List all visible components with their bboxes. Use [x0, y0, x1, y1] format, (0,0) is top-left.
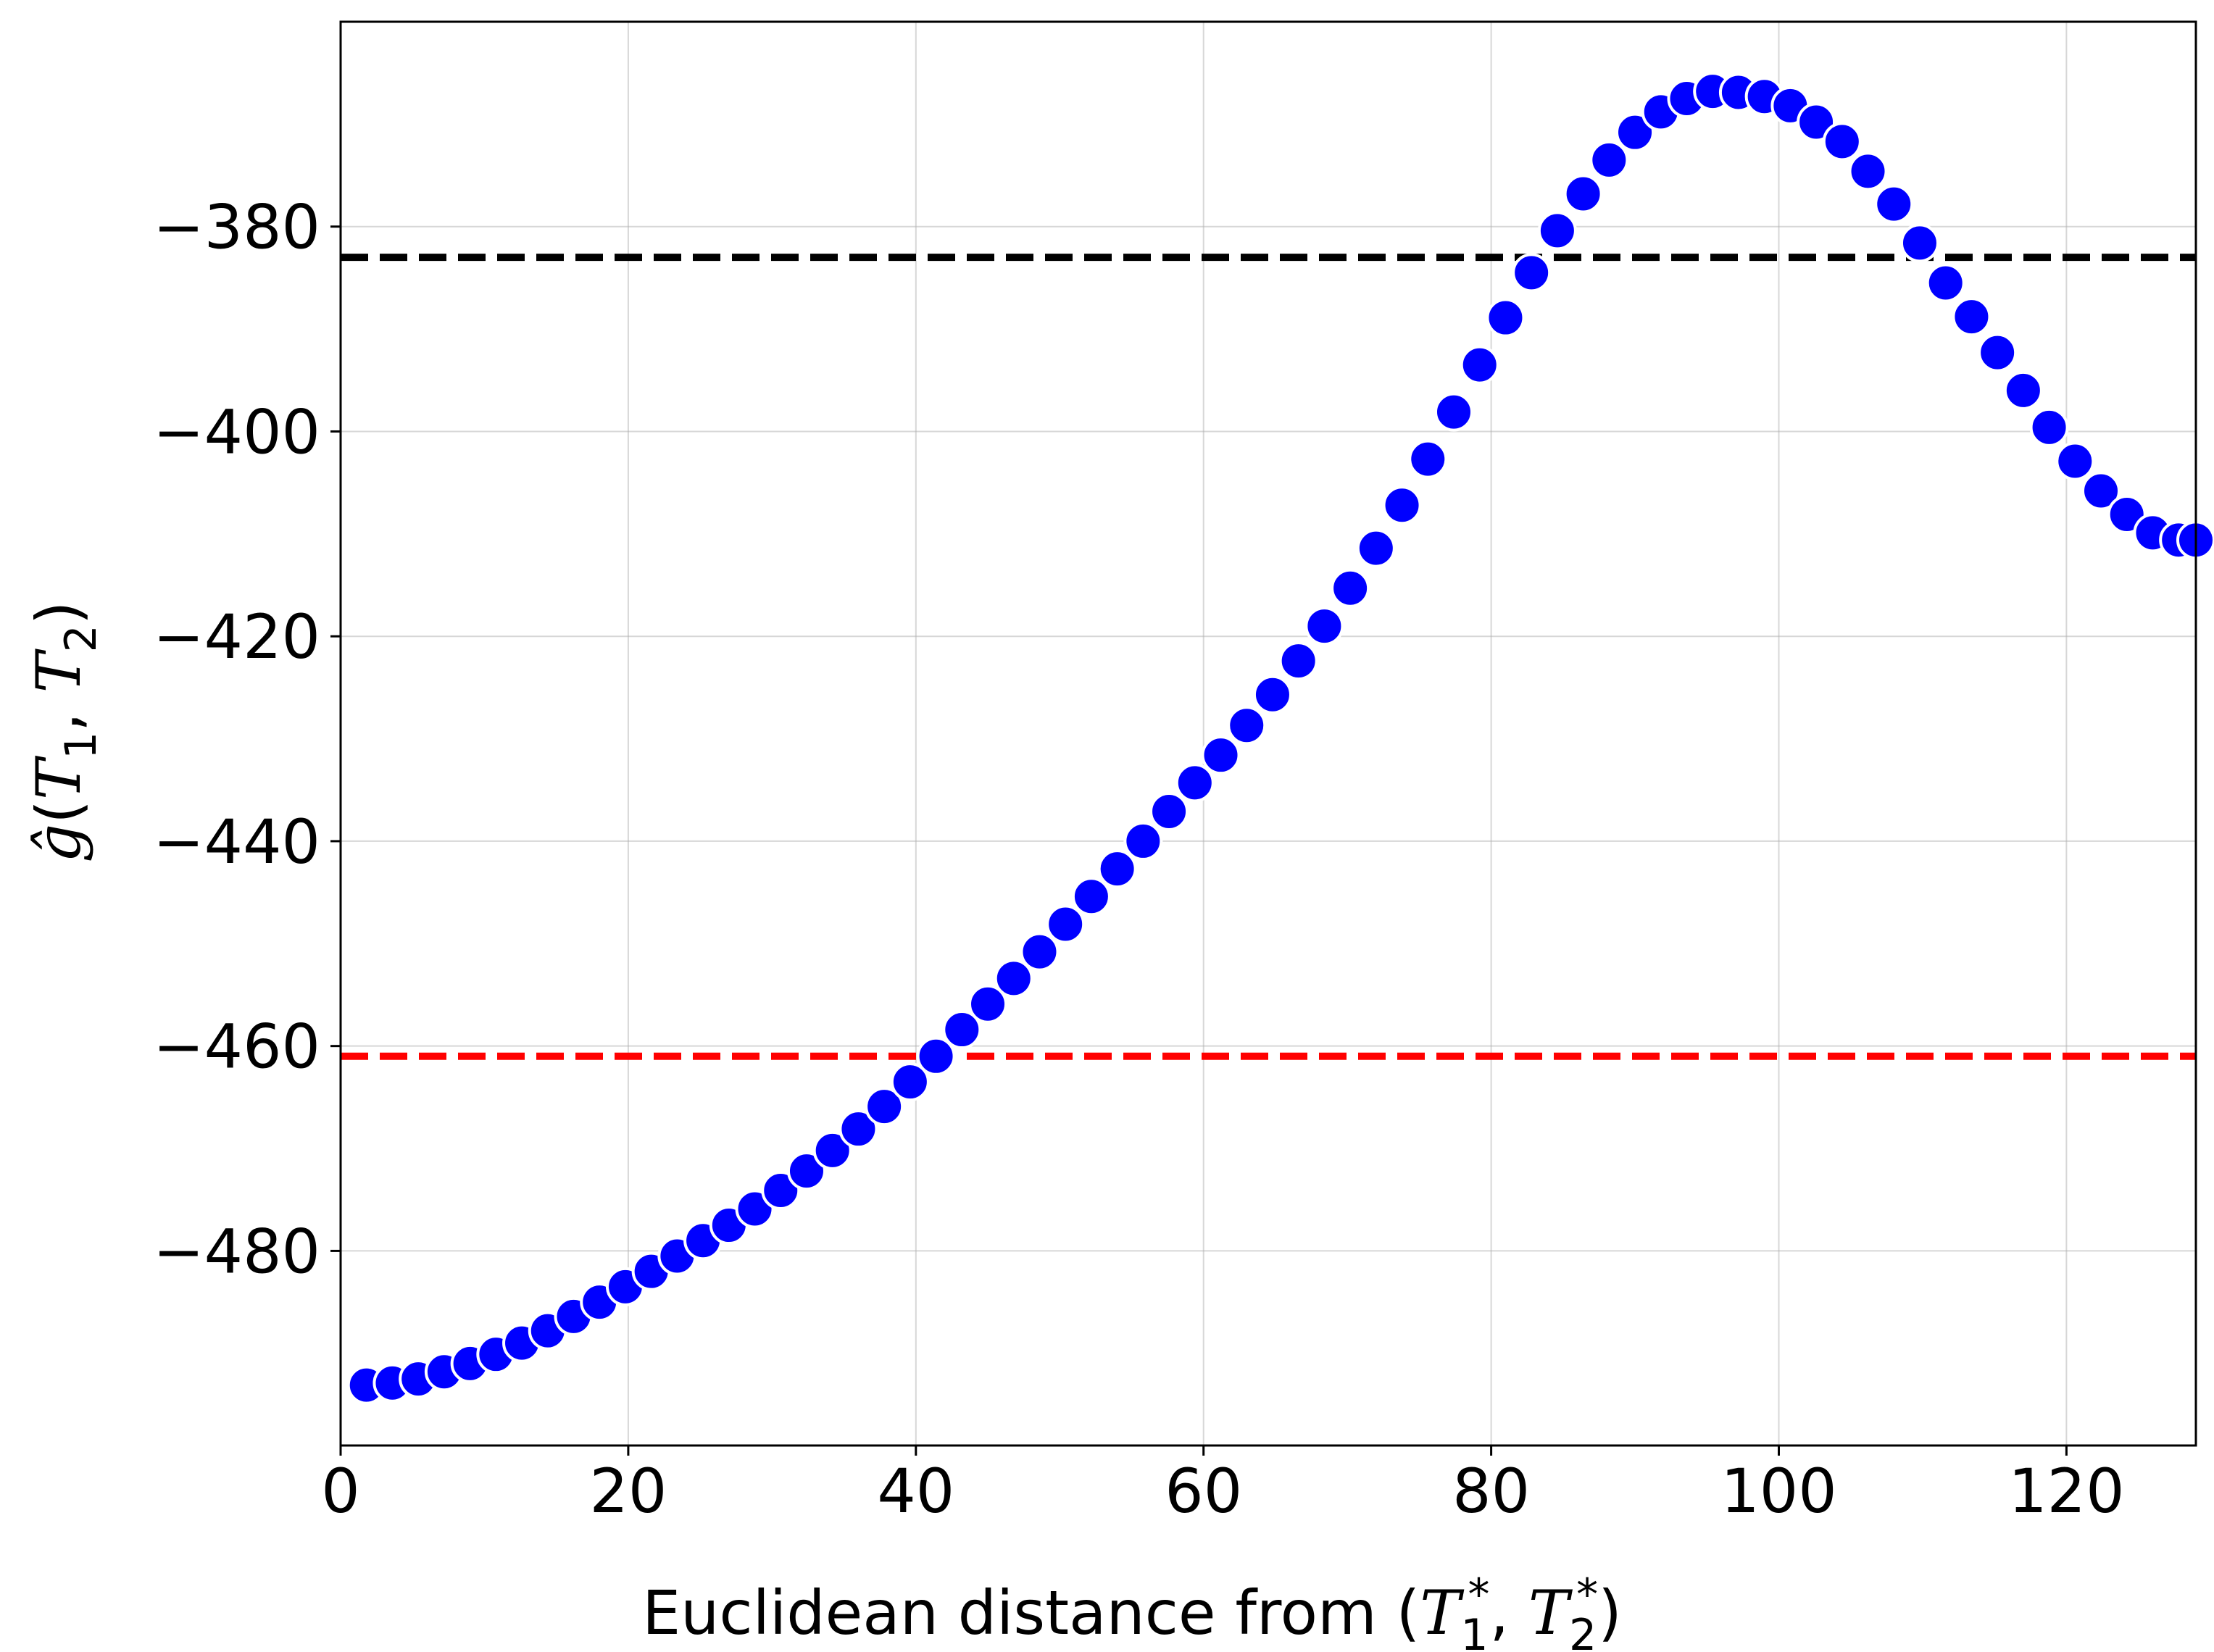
- data-point: [1356, 528, 1396, 568]
- data-point: [1589, 140, 1629, 180]
- data-point: [761, 1170, 801, 1210]
- data-point: [1537, 211, 1577, 251]
- axis-ticks: 0 20 40 60 80 100 120 −380 −400 −420 −440 −460 −480: [153, 192, 2124, 1527]
- data-point: [786, 1151, 826, 1191]
- data-point: [1408, 439, 1448, 479]
- data-point: [994, 959, 1033, 998]
- data-point: [1382, 485, 1422, 525]
- y-tick-label: −480: [153, 1216, 320, 1287]
- data-point: [968, 984, 1008, 1024]
- plot-frame: [339, 20, 2197, 1447]
- data-point: [838, 1109, 878, 1149]
- data-point: [1020, 932, 1060, 972]
- data-point: [1331, 568, 1370, 608]
- y-axis-label: ĝ(T1, T2): [23, 601, 107, 862]
- data-point: [2029, 407, 2069, 447]
- data-point: [1123, 821, 1163, 861]
- data-point: [1201, 735, 1241, 775]
- data-point: [2055, 441, 2095, 481]
- data-point: [1149, 791, 1189, 831]
- data-point: [2081, 471, 2121, 511]
- x-tick-label: 40: [877, 1456, 954, 1527]
- data-point: [1899, 223, 1939, 263]
- data-point: [1874, 184, 1914, 224]
- data-points: [346, 72, 2214, 1405]
- data-point: [1848, 151, 1888, 191]
- x-tick-label: 100: [1720, 1456, 1836, 1527]
- x-tick-label: 80: [1452, 1456, 1530, 1527]
- data-point: [1797, 102, 1836, 142]
- data-point: [1097, 849, 1137, 889]
- data-point: [812, 1130, 852, 1170]
- data-point: [1227, 706, 1267, 746]
- y-tick-label: −460: [153, 1011, 320, 1082]
- data-point: [1952, 297, 1992, 337]
- data-point: [1512, 253, 1552, 293]
- y-tick-label: −440: [153, 806, 320, 877]
- data-point: [865, 1087, 904, 1127]
- data-point: [1175, 763, 1215, 803]
- data-point: [942, 1010, 982, 1050]
- data-point: [1252, 675, 1292, 714]
- reference-lines: [341, 254, 2196, 1060]
- x-tick-label: 120: [2008, 1456, 2124, 1527]
- data-point: [916, 1036, 956, 1076]
- data-point: [890, 1062, 930, 1102]
- y-tick-label: −380: [153, 192, 320, 263]
- x-tick-label: 0: [321, 1456, 359, 1527]
- x-axis-label: Euclidean distance from (T1*, T2*): [642, 1569, 1622, 1652]
- y-tick-label: −400: [153, 396, 320, 467]
- x-tick-label: 60: [1165, 1456, 1242, 1527]
- data-point: [1563, 174, 1603, 214]
- data-point: [2003, 370, 2043, 410]
- data-point: [1278, 641, 1318, 681]
- y-tick-label: −420: [153, 601, 320, 672]
- data-point: [1615, 112, 1655, 152]
- data-point: [1486, 298, 1526, 338]
- data-point: [1046, 904, 1086, 944]
- data-point: [1926, 263, 1965, 303]
- data-point: [1071, 877, 1111, 917]
- data-point: [1304, 606, 1344, 646]
- data-point: [1978, 333, 2018, 372]
- data-point: [1434, 392, 1473, 432]
- x-tick-label: 20: [589, 1456, 667, 1527]
- data-point: [1460, 345, 1499, 385]
- data-point: [1822, 122, 1862, 162]
